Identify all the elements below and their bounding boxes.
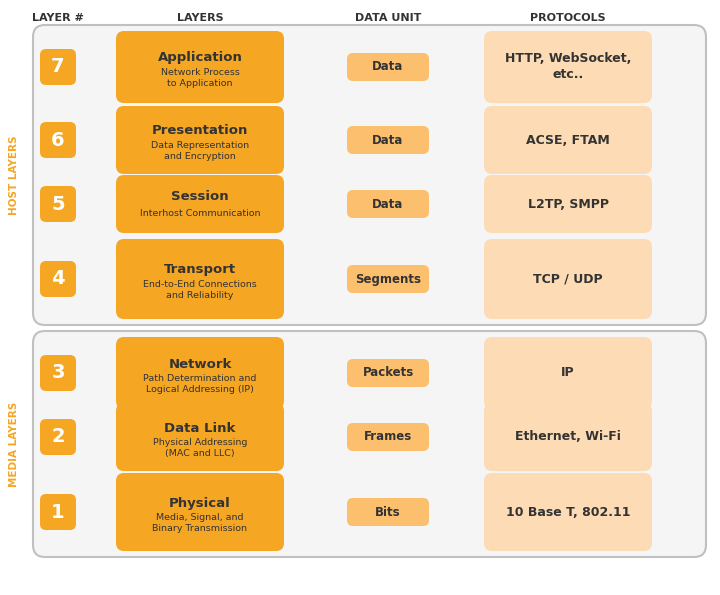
Text: ACSE, FTAM: ACSE, FTAM	[526, 133, 610, 146]
Text: Ethernet, Wi-Fi: Ethernet, Wi-Fi	[515, 431, 621, 443]
Text: 3: 3	[51, 364, 65, 383]
FancyBboxPatch shape	[116, 239, 284, 319]
Text: DATA UNIT: DATA UNIT	[355, 13, 421, 23]
Text: PROTOCOLS: PROTOCOLS	[530, 13, 606, 23]
Text: LAYERS: LAYERS	[176, 13, 223, 23]
FancyBboxPatch shape	[40, 494, 76, 530]
Text: Data Representation
and Encryption: Data Representation and Encryption	[151, 141, 249, 161]
Text: End-to-End Connections
and Reliability: End-to-End Connections and Reliability	[143, 280, 257, 300]
FancyBboxPatch shape	[484, 106, 652, 174]
FancyBboxPatch shape	[347, 126, 429, 154]
Text: IP: IP	[561, 367, 575, 380]
Text: Data: Data	[372, 61, 404, 74]
Text: 1: 1	[51, 503, 65, 521]
FancyBboxPatch shape	[33, 331, 706, 557]
Text: L2TP, SMPP: L2TP, SMPP	[528, 198, 608, 211]
FancyBboxPatch shape	[116, 175, 284, 233]
FancyBboxPatch shape	[40, 186, 76, 222]
FancyBboxPatch shape	[40, 49, 76, 85]
Text: Network: Network	[168, 358, 232, 371]
FancyBboxPatch shape	[484, 337, 652, 409]
FancyBboxPatch shape	[484, 175, 652, 233]
Text: 5: 5	[51, 195, 65, 214]
Text: Network Process
to Application: Network Process to Application	[161, 68, 240, 88]
FancyBboxPatch shape	[40, 419, 76, 455]
FancyBboxPatch shape	[116, 473, 284, 551]
Text: Bits: Bits	[375, 506, 401, 518]
FancyBboxPatch shape	[484, 239, 652, 319]
Text: Data: Data	[372, 133, 404, 146]
FancyBboxPatch shape	[484, 31, 652, 103]
Text: Data Link: Data Link	[164, 421, 235, 434]
Text: Frames: Frames	[364, 431, 412, 443]
Text: Path Determination and
Logical Addressing (IP): Path Determination and Logical Addressin…	[143, 374, 257, 394]
FancyBboxPatch shape	[484, 473, 652, 551]
FancyBboxPatch shape	[40, 355, 76, 391]
Text: Media, Signal, and
Binary Transmission: Media, Signal, and Binary Transmission	[153, 513, 248, 533]
Text: Application: Application	[158, 52, 243, 64]
Text: Transport: Transport	[164, 264, 236, 277]
Text: MEDIA LAYERS: MEDIA LAYERS	[9, 402, 19, 487]
FancyBboxPatch shape	[116, 337, 284, 409]
Text: Data: Data	[372, 198, 404, 211]
FancyBboxPatch shape	[33, 25, 706, 325]
FancyBboxPatch shape	[347, 190, 429, 218]
Text: Physical: Physical	[169, 496, 231, 509]
Text: 10 Base T, 802.11: 10 Base T, 802.11	[505, 506, 630, 518]
FancyBboxPatch shape	[347, 359, 429, 387]
Text: Session: Session	[171, 190, 229, 203]
FancyBboxPatch shape	[116, 106, 284, 174]
Text: 4: 4	[51, 270, 65, 289]
Text: HTTP, WebSocket,
etc..: HTTP, WebSocket, etc..	[505, 52, 631, 82]
Text: 2: 2	[51, 427, 65, 446]
Text: 7: 7	[51, 58, 65, 77]
FancyBboxPatch shape	[347, 53, 429, 81]
Text: Physical Addressing
(MAC and LLC): Physical Addressing (MAC and LLC)	[153, 438, 247, 458]
Text: Packets: Packets	[362, 367, 413, 380]
Text: TCP / UDP: TCP / UDP	[534, 273, 603, 286]
Text: Interhost Communication: Interhost Communication	[140, 208, 260, 218]
FancyBboxPatch shape	[347, 265, 429, 293]
FancyBboxPatch shape	[347, 498, 429, 526]
Text: LAYER #: LAYER #	[32, 13, 84, 23]
FancyBboxPatch shape	[484, 403, 652, 471]
FancyBboxPatch shape	[347, 423, 429, 451]
FancyBboxPatch shape	[116, 31, 284, 103]
Text: Presentation: Presentation	[152, 124, 248, 137]
Text: 6: 6	[51, 130, 65, 149]
FancyBboxPatch shape	[40, 261, 76, 297]
FancyBboxPatch shape	[116, 403, 284, 471]
FancyBboxPatch shape	[40, 122, 76, 158]
Text: Segments: Segments	[355, 273, 421, 286]
Text: HOST LAYERS: HOST LAYERS	[9, 135, 19, 215]
